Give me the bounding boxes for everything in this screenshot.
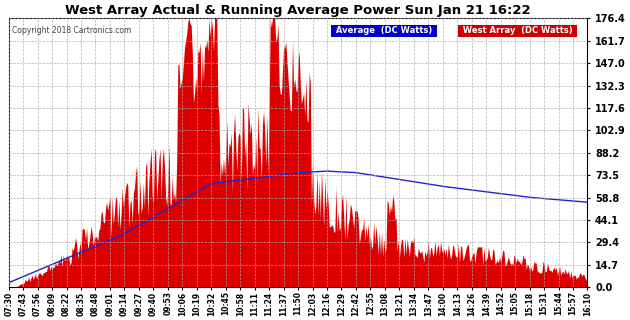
Text: Copyright 2018 Cartronics.com: Copyright 2018 Cartronics.com <box>11 27 131 36</box>
Text: Average  (DC Watts): Average (DC Watts) <box>333 27 435 36</box>
Text: West Array  (DC Watts): West Array (DC Watts) <box>460 27 576 36</box>
Title: West Array Actual & Running Average Power Sun Jan 21 16:22: West Array Actual & Running Average Powe… <box>66 4 531 17</box>
